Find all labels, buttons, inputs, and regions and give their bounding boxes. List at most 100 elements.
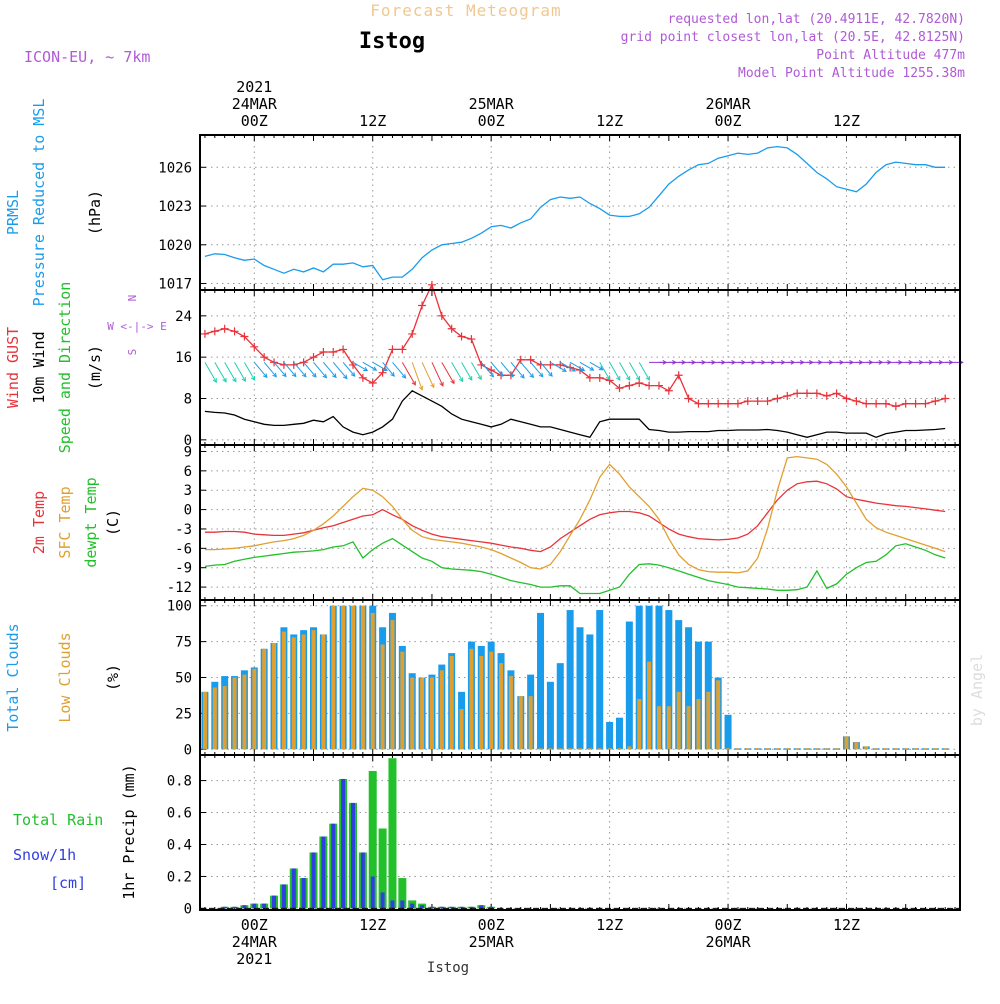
wind-arrow bbox=[619, 362, 631, 381]
gust-marker bbox=[585, 373, 594, 382]
wind-arrow-head bbox=[626, 375, 631, 381]
wind-arrow bbox=[362, 361, 377, 371]
gust-marker bbox=[684, 394, 693, 403]
clouds-bar bbox=[380, 644, 385, 750]
wind-arrow-head bbox=[489, 372, 495, 378]
gust-marker bbox=[881, 399, 890, 408]
gust-marker bbox=[595, 373, 604, 382]
clouds-bar bbox=[350, 605, 355, 750]
top-time-label: 00Z bbox=[241, 112, 268, 130]
clouds-bar bbox=[576, 627, 584, 750]
clouds-bar bbox=[272, 643, 277, 750]
model-label: ICON-EU, ~ 7km bbox=[24, 48, 150, 66]
temperature-series-line bbox=[204, 480, 946, 553]
wind-arrow bbox=[382, 362, 395, 377]
precip-bar bbox=[479, 905, 484, 909]
wind-arrow bbox=[273, 362, 287, 377]
temperature-ylabel: SFC Temp bbox=[56, 486, 74, 558]
clouds-bar bbox=[537, 612, 545, 750]
clouds-bar bbox=[281, 631, 286, 750]
wind-ytick-label: 0 bbox=[184, 433, 192, 449]
wind-series-line bbox=[204, 390, 946, 439]
wind-arrow bbox=[332, 362, 348, 379]
top-time-label: 00Z bbox=[478, 112, 505, 130]
top-time-label: 26MAR bbox=[705, 95, 751, 113]
wind-arrow-head bbox=[350, 372, 356, 377]
wind-arrow-head bbox=[561, 367, 567, 372]
clouds-bar bbox=[597, 748, 602, 750]
wind-arrow-head bbox=[363, 366, 369, 372]
clouds-bar bbox=[686, 706, 691, 750]
requested-coords: requested lon,lat (20.4911E, 42.7820N) bbox=[668, 12, 965, 27]
wind-arrow bbox=[510, 362, 525, 379]
clouds-bar bbox=[696, 699, 701, 750]
clouds-bar bbox=[724, 714, 732, 750]
clouds-bar bbox=[439, 670, 444, 750]
wind-arrow bbox=[293, 362, 307, 378]
gust-marker bbox=[812, 389, 821, 398]
top-time-label: 12Z bbox=[596, 112, 623, 130]
gust-marker bbox=[250, 342, 259, 351]
wind-arrow bbox=[204, 362, 217, 383]
gust-marker bbox=[615, 384, 624, 393]
precip-ytick-label: 0.6 bbox=[167, 806, 192, 822]
precip-bar bbox=[410, 903, 415, 909]
gust-marker bbox=[783, 391, 792, 400]
footer-label: Istog bbox=[427, 960, 469, 976]
wind-arrow-head bbox=[222, 377, 227, 383]
gridpoint-coords: grid point closest lon,lat (20.5E, 42.81… bbox=[621, 30, 965, 45]
clouds-bar bbox=[429, 677, 434, 750]
precip-bar bbox=[341, 778, 346, 909]
gust-marker bbox=[674, 371, 683, 380]
wind-arrow-head bbox=[272, 372, 277, 378]
wind-arrow bbox=[490, 362, 504, 377]
wind-arrow bbox=[392, 362, 406, 379]
bottom-time-label: 00Z bbox=[241, 916, 268, 934]
bottom-time-label: 12Z bbox=[359, 916, 386, 934]
clouds-bar bbox=[262, 648, 267, 750]
clouds-bar bbox=[578, 748, 582, 750]
gust-marker bbox=[891, 402, 900, 411]
wind-arrow-head bbox=[459, 377, 464, 383]
gust-marker bbox=[437, 311, 446, 320]
precip-panel: 0 0.2 0.4 0.6 0.8 Total Rain Snow/1h [cm] 1hr Pr… bbox=[13, 754, 961, 917]
clouds-ytick-label: 100 bbox=[167, 599, 192, 615]
gust-marker bbox=[309, 353, 318, 362]
clouds-bar bbox=[607, 748, 612, 750]
wind-arrow-head bbox=[281, 372, 287, 378]
compass-south: S bbox=[126, 349, 139, 356]
clouds-bar bbox=[755, 748, 760, 750]
clouds-bar bbox=[735, 748, 740, 750]
wind-arrow bbox=[303, 362, 317, 378]
wind-arrow-head bbox=[509, 372, 514, 378]
gust-marker bbox=[724, 399, 733, 408]
wind-arrow bbox=[243, 362, 256, 381]
wind-arrow bbox=[234, 362, 246, 382]
wind-arrow bbox=[599, 362, 610, 380]
precip-bar bbox=[350, 802, 355, 909]
precip-frame bbox=[199, 754, 961, 911]
clouds-bar bbox=[587, 748, 592, 750]
clouds-bar bbox=[222, 686, 227, 750]
bottom-time-label: 00Z bbox=[715, 916, 742, 934]
precip-bar bbox=[449, 906, 454, 909]
precip-bar bbox=[272, 895, 277, 909]
clouds-bar bbox=[943, 748, 948, 750]
precip-bar bbox=[429, 906, 434, 909]
wind-arrow-head bbox=[301, 372, 307, 378]
gust-marker bbox=[793, 389, 802, 398]
precip-bar bbox=[311, 852, 316, 909]
bottom-time-label: 12Z bbox=[596, 916, 623, 934]
precip-ytick-label: 0.2 bbox=[167, 869, 192, 885]
precip-bar bbox=[281, 884, 286, 909]
clouds-bar bbox=[518, 696, 523, 750]
gust-marker bbox=[467, 335, 476, 344]
pressure-ytick-label: 1017 bbox=[158, 277, 192, 293]
clouds-bar bbox=[370, 612, 375, 750]
precip-bar bbox=[291, 868, 296, 909]
clouds-bar bbox=[854, 742, 859, 750]
bottom-time-label: 00Z bbox=[478, 916, 505, 934]
wind-arrow bbox=[411, 362, 423, 390]
